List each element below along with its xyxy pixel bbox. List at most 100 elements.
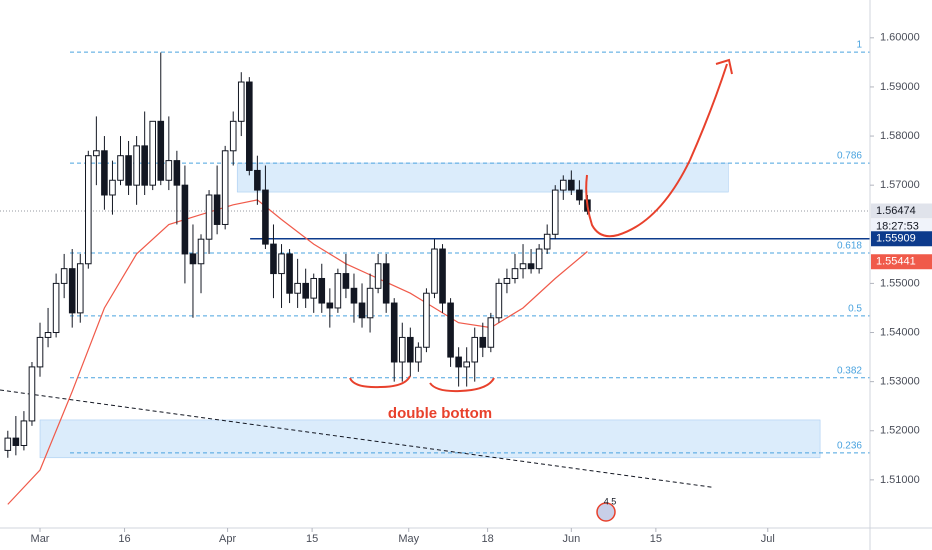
candle xyxy=(205,190,213,254)
candle xyxy=(576,180,583,205)
candle xyxy=(76,253,84,323)
x-tick-label: 16 xyxy=(118,533,130,545)
y-tick-label: 1.58000 xyxy=(880,130,920,142)
plot-area: 1 0.786 0.618 0.5 0.382 0.236 xyxy=(0,40,870,505)
candle-body xyxy=(237,81,245,122)
candle xyxy=(44,307,52,348)
candle xyxy=(366,273,374,333)
badge-icon xyxy=(596,502,616,522)
countdown: 18:27:53 xyxy=(876,220,919,232)
candle-body xyxy=(382,263,390,304)
candle-body xyxy=(302,282,309,299)
candle xyxy=(519,244,527,279)
candle xyxy=(374,253,382,294)
projection-arrow xyxy=(585,63,728,238)
candle xyxy=(559,175,567,200)
candle xyxy=(431,239,438,299)
candle-body xyxy=(398,336,406,363)
last-price-tag-box xyxy=(871,203,932,219)
event-badge: 4 5 xyxy=(596,496,617,522)
candle-body xyxy=(423,292,430,348)
candle xyxy=(262,165,269,250)
candle-body xyxy=(551,189,559,235)
candle xyxy=(342,253,350,299)
candle-body xyxy=(262,189,269,245)
candle xyxy=(334,268,342,313)
candle-body xyxy=(28,366,36,422)
candle xyxy=(407,327,414,377)
last-price-tag: 1.56474 xyxy=(876,205,916,217)
candle-body xyxy=(576,189,583,201)
resistance-tag: 1.55909 xyxy=(876,233,916,245)
x-tick-label: Jul xyxy=(761,533,775,545)
x-tick-label: May xyxy=(398,533,419,545)
candle-body xyxy=(278,253,285,275)
candle xyxy=(535,244,543,274)
countdown-box xyxy=(871,219,932,235)
y-tick-label: 1.59000 xyxy=(880,81,920,93)
candle-body xyxy=(246,81,253,171)
candle-body xyxy=(221,150,229,225)
candle-body xyxy=(503,277,511,284)
candle xyxy=(68,249,76,328)
candle-body xyxy=(358,302,366,319)
candle-body xyxy=(318,277,326,304)
candle xyxy=(157,52,165,186)
candle xyxy=(568,170,575,195)
candle-body xyxy=(519,263,527,270)
candle-body xyxy=(479,336,487,348)
candle xyxy=(447,298,454,367)
badge-count: 4 5 xyxy=(604,496,617,506)
candle-body xyxy=(407,336,414,363)
y-tick-label: 1.60000 xyxy=(880,32,920,44)
candle xyxy=(173,150,181,225)
candle-body xyxy=(68,268,76,314)
candle-body xyxy=(495,282,503,319)
candle xyxy=(278,244,285,308)
candle xyxy=(471,327,479,382)
candle-body xyxy=(511,268,519,279)
y-tick-label: 1.53000 xyxy=(880,376,920,388)
candle-body xyxy=(189,253,197,265)
candle-body xyxy=(85,155,92,265)
candle-body xyxy=(229,120,237,152)
candle-body xyxy=(455,356,462,368)
candle xyxy=(503,268,511,294)
candle xyxy=(415,342,422,372)
candle-body xyxy=(270,243,277,275)
candle xyxy=(350,273,358,323)
candle xyxy=(511,253,519,284)
candle-body xyxy=(205,194,213,240)
y-tick-label: 1.54000 xyxy=(880,326,920,338)
candle-body xyxy=(439,248,446,304)
candle-body xyxy=(173,160,181,186)
candle-body xyxy=(157,120,165,181)
x-tick-label: 15 xyxy=(306,533,318,545)
candle xyxy=(495,278,503,323)
fib-label: 0.382 xyxy=(837,365,862,376)
x-tick-label: Mar xyxy=(31,533,50,545)
candle-body xyxy=(44,332,52,338)
candle-body xyxy=(101,150,108,196)
candle xyxy=(398,322,406,382)
candle-body xyxy=(52,282,60,334)
candle xyxy=(101,136,108,210)
candle xyxy=(28,361,36,426)
y-tick-label: 1.52000 xyxy=(880,425,920,437)
candle-body xyxy=(4,437,12,451)
candle-body xyxy=(568,179,575,191)
candle-body xyxy=(109,179,116,196)
candle xyxy=(551,185,559,240)
ma-tag-box xyxy=(871,254,932,270)
candle-body xyxy=(535,248,543,270)
ma-tag: 1.55441 xyxy=(876,256,916,268)
candle-body xyxy=(390,302,398,363)
candle xyxy=(229,111,237,166)
candle xyxy=(479,322,487,358)
candle xyxy=(318,263,326,313)
candle-body xyxy=(527,263,535,270)
candle xyxy=(254,155,261,205)
x-tick-label: Jun xyxy=(562,533,580,545)
